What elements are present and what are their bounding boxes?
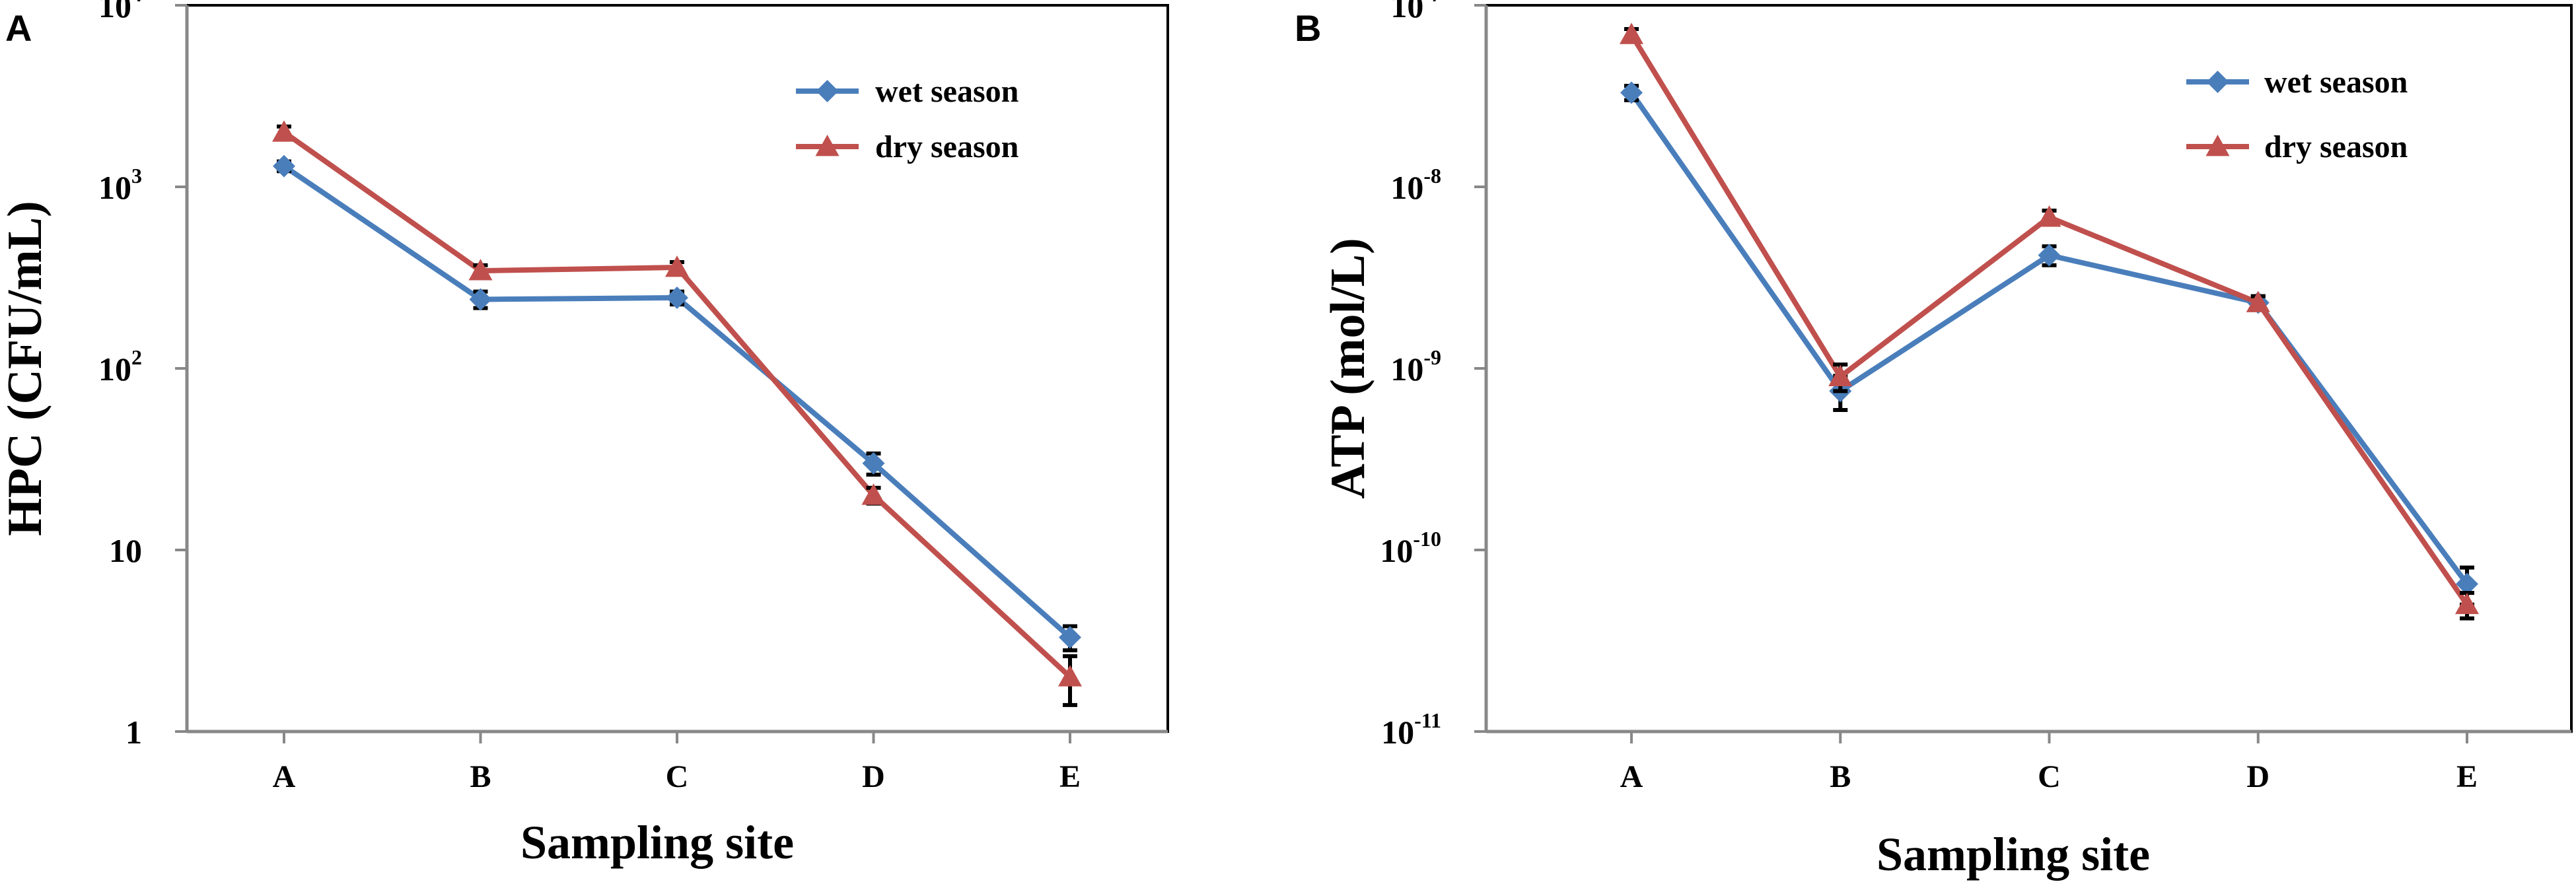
series-dry-season	[1620, 22, 2479, 621]
x-tick-label: A	[273, 759, 296, 794]
series-line	[1629, 33, 2470, 607]
data-point	[1620, 81, 1643, 104]
legend: wet season dry season	[2186, 65, 2408, 164]
y-tick-label: 10-9	[1390, 345, 1441, 388]
y-tick-exponent: 4	[131, 0, 142, 6]
y-tick-label: 10-11	[1381, 708, 1441, 751]
legend-marker	[816, 80, 839, 102]
y-tick-label: 102	[98, 345, 142, 388]
y-tick-label: 10	[109, 532, 142, 569]
data-point	[1059, 626, 1081, 649]
x-tick-label: E	[1059, 759, 1081, 794]
data-point	[469, 288, 492, 311]
y-tick-exponent: -8	[1423, 164, 1441, 188]
y-tick-exponent: -9	[1423, 345, 1441, 369]
x-tick-label: A	[1620, 759, 1643, 794]
x-tick-label: B	[1830, 759, 1851, 794]
y-tick-base: 10	[1380, 532, 1413, 569]
legend-marker	[2206, 71, 2229, 93]
y-tick-label: 103	[98, 164, 142, 206]
y-tick-base: 10	[1381, 714, 1414, 751]
data-point	[2456, 572, 2478, 596]
data-point	[2455, 592, 2479, 615]
y-tick-base: 10	[109, 532, 142, 569]
series-wet-season	[273, 154, 1081, 653]
y-tick-label: 10-7	[1390, 0, 1441, 24]
y-tick-exponent: -10	[1413, 527, 1441, 551]
y-tick-base: 10	[1390, 0, 1423, 24]
x-axis-title: Sampling site	[1877, 828, 2150, 881]
legend-label: wet season	[875, 74, 1019, 109]
legend-marker	[815, 135, 840, 156]
y-tick-base: 10	[98, 169, 131, 206]
data-point	[666, 286, 688, 309]
series-line	[1629, 91, 2470, 586]
y-tick-exponent: 3	[131, 164, 142, 188]
y-tick-label: 1	[125, 714, 142, 751]
data-point	[1058, 665, 1082, 687]
y-tick-base: 1	[125, 714, 142, 751]
y-tick-exponent: 2	[131, 345, 142, 369]
data-point	[272, 120, 296, 142]
panel-letter-b: B	[1295, 7, 1321, 49]
legend-label: dry season	[2264, 129, 2408, 164]
data-point	[468, 259, 493, 281]
series-dry-season	[272, 120, 1082, 707]
data-point	[273, 154, 295, 178]
data-point	[665, 256, 689, 277]
x-tick-label: E	[2456, 759, 2478, 794]
y-axis-title: ATP (mol/L)	[1321, 238, 1375, 498]
y-tick-base: 10	[98, 351, 131, 388]
data-point	[2037, 205, 2061, 227]
y-tick-base: 10	[98, 0, 131, 24]
legend-label: dry season	[875, 129, 1019, 164]
y-axis-title: HPC (CFU/mL)	[0, 201, 52, 536]
y-tick-label: 104	[98, 0, 142, 24]
data-point	[1828, 364, 1853, 386]
legend-marker	[2205, 135, 2230, 156]
y-tick-exponent: -11	[1414, 708, 1441, 732]
plot-frame	[186, 4, 1169, 733]
y-tick-exponent: -7	[1423, 0, 1441, 6]
series-line	[282, 129, 1072, 679]
data-point	[2246, 290, 2270, 312]
y-tick-label: 10-10	[1380, 527, 1441, 569]
y-tick-base: 10	[1390, 169, 1423, 206]
x-tick-label: D	[2246, 759, 2270, 794]
y-tick-base: 10	[1390, 351, 1423, 388]
data-point	[1620, 22, 1643, 44]
panel-letter-a: A	[5, 7, 32, 49]
x-tick-label: D	[862, 759, 885, 794]
data-point	[2038, 244, 2061, 267]
data-point	[861, 483, 886, 505]
y-tick-label: 10-8	[1390, 164, 1441, 206]
x-tick-label: B	[470, 759, 491, 794]
legend-label: wet season	[2264, 65, 2408, 100]
legend: wet season dry season	[796, 74, 1019, 164]
x-tick-label: C	[2038, 759, 2061, 794]
x-axis-title: Sampling site	[520, 816, 794, 869]
x-tick-label: C	[666, 759, 689, 794]
data-point	[862, 452, 885, 475]
